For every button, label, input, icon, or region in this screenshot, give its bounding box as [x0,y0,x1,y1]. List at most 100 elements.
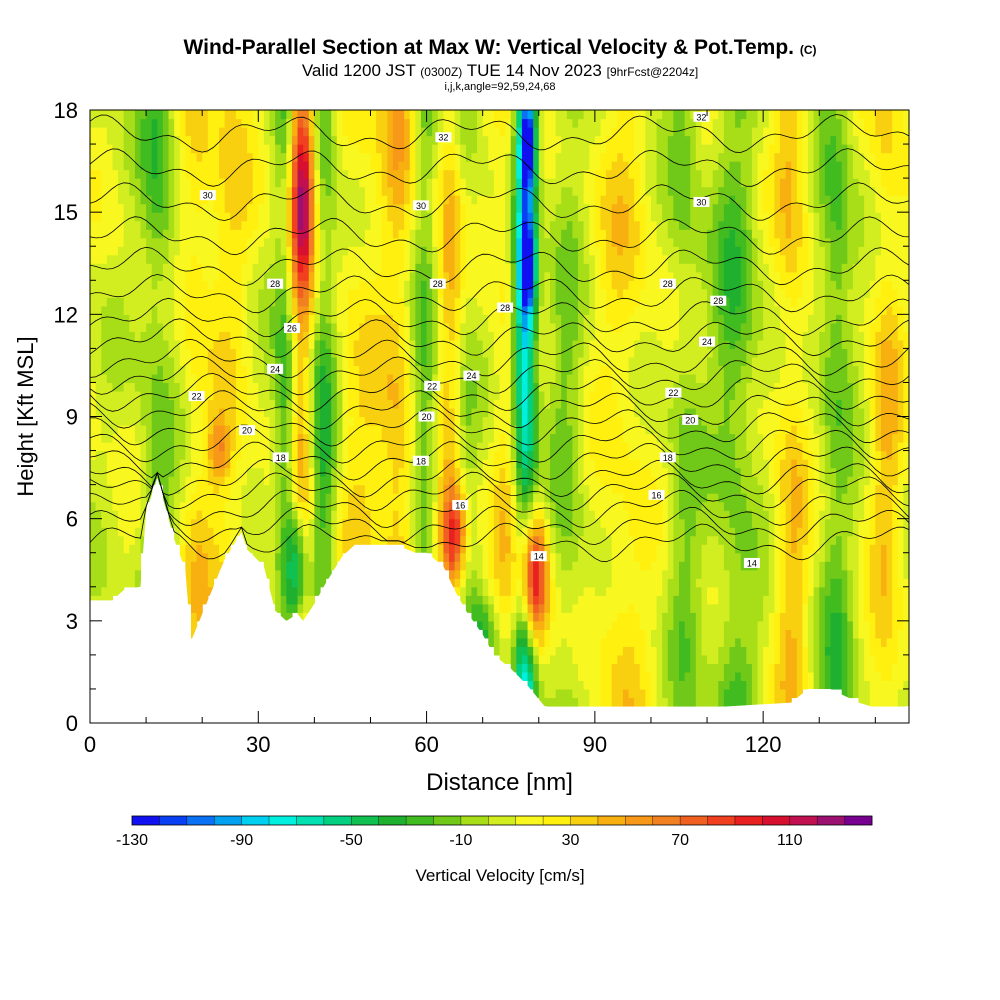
velocity-cell [224,110,231,213]
velocity-cell [611,331,618,392]
velocity-cell [679,229,686,264]
velocity-cell [572,561,579,605]
velocity-cell [387,186,394,222]
velocity-cell [802,425,809,460]
velocity-cell [735,671,742,707]
isentrope-label-bg [188,391,205,402]
velocity-cell [746,229,753,341]
velocity-cell [757,110,764,154]
velocity-cell [583,688,590,707]
velocity-cell [460,527,467,537]
velocity-cell [505,152,512,264]
isentrope-label: 18 [416,456,426,466]
velocity-cell [707,229,714,264]
velocity-cell [291,161,299,188]
velocity-cell [516,288,523,307]
velocity-cell [331,322,338,358]
velocity-cell [449,561,456,571]
velocity-cell [824,356,832,426]
velocity-cell [196,407,203,477]
velocity-cell [594,110,602,137]
velocity-cell [190,203,198,256]
velocity-cell [527,586,534,605]
velocity-cell [538,501,545,511]
velocity-cell [824,110,832,145]
velocity-cell [482,356,489,418]
velocity-cell [886,637,893,682]
velocity-cell [538,535,545,545]
velocity-cell [207,433,215,460]
velocity-cell [628,697,635,707]
velocity-cell [297,305,304,324]
velocity-cell [493,595,501,613]
velocity-cell [695,271,703,384]
velocity-cell [600,637,607,707]
velocity-cell [174,254,181,341]
velocity-cell [735,467,742,554]
velocity-cell [880,186,888,281]
velocity-cell [213,280,220,341]
velocity-cell [213,212,220,281]
velocity-cell [684,229,691,264]
velocity-cell [864,169,871,298]
velocity-cell [449,501,456,511]
velocity-cell [757,433,764,486]
velocity-cell [695,169,703,273]
velocity-cell [808,595,815,673]
velocity-cell [774,305,781,384]
velocity-cell [527,288,534,298]
velocity-cell [202,518,209,554]
velocity-cell [527,297,534,307]
velocity-cell [454,297,461,341]
velocity-cell [443,322,450,384]
velocity-cell [488,442,495,477]
velocity-cell [836,229,843,290]
velocity-cell [291,186,299,239]
velocity-cell [437,476,445,511]
y-tick-label: 15 [54,200,78,225]
velocity-cell [533,493,540,503]
velocity-cell [695,510,703,579]
velocity-cell [824,646,832,656]
isentrope-label-bg [693,196,710,207]
velocity-cell [538,484,545,503]
velocity-cell [146,229,153,264]
isentrope-label-bg [693,111,710,122]
velocity-cell [701,110,708,145]
velocity-cell [763,212,770,264]
velocity-cell [364,212,372,230]
velocity-cell [303,152,310,162]
velocity-cell [903,578,910,682]
velocity-cell [757,339,764,409]
velocity-cell [735,339,742,384]
velocity-cell [847,382,854,477]
velocity-cell [836,288,843,315]
velocity-cell [482,195,489,315]
velocity-cell [746,510,753,571]
isentrope-label-bg [659,278,676,289]
velocity-cell [544,407,551,503]
velocity-cell [583,169,590,205]
velocity-cell [353,339,360,367]
velocity-cell [740,646,747,682]
velocity-cell [325,322,332,349]
velocity-cell [533,629,540,639]
velocity-cell [241,127,248,222]
velocity-cell [241,110,248,128]
velocity-cell [892,110,899,196]
velocity-cell [673,382,680,596]
velocity-cell [477,595,484,605]
velocity-cell [409,459,416,545]
velocity-cell [123,552,130,588]
velocity-cell [549,178,557,222]
velocity-cell [219,127,226,179]
velocity-cell [527,212,534,230]
velocity-cell [561,637,568,690]
velocity-cell [802,459,809,545]
velocity-cell [701,501,708,545]
velocity-cell [381,195,388,315]
velocity-cell [864,297,871,401]
isentrope-label: 16 [652,490,662,500]
velocity-cell [566,220,574,375]
velocity-cell [465,527,473,537]
